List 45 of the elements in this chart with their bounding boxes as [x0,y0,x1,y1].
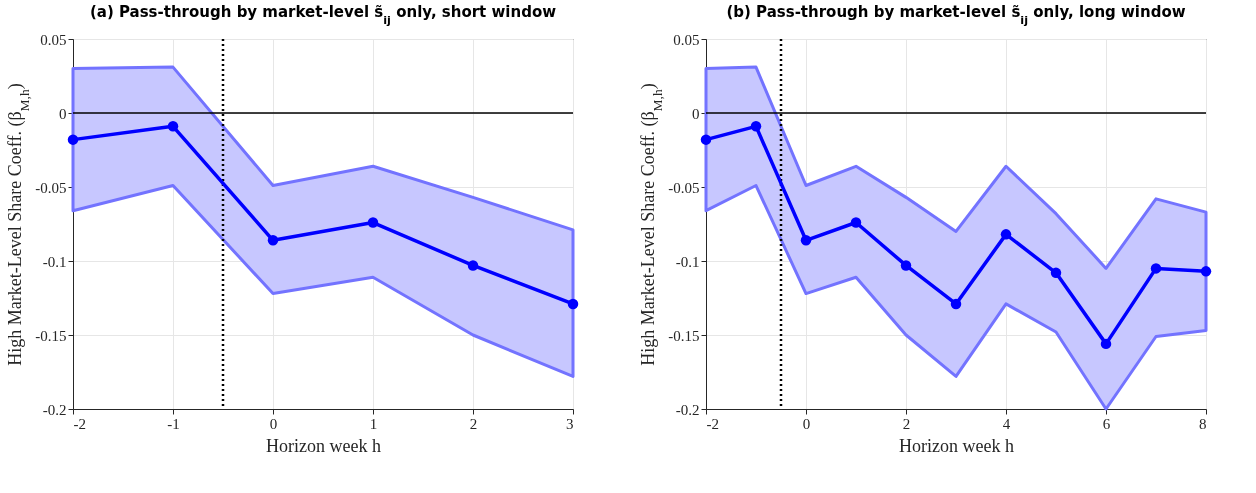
x-tick-label: 2 [469,415,478,432]
point [567,298,579,310]
y-tick-label: 0.05 [40,31,67,48]
point [467,260,479,271]
point [750,121,762,132]
point [1000,229,1012,240]
chart-title: (b) Pass-through by market-level s̃$_{ij}$ only, long window [726,3,1186,27]
point [950,298,962,310]
y-tick-label: -0.15 [35,327,67,344]
x-tick-label: 3 [566,415,574,432]
chart-title: (a) Pass-through by market-level s̃$_{ij}$ only, short window [89,3,557,27]
y-tick-label: 0.05 [673,31,700,48]
y-tick-label: 0 [59,105,67,122]
y-tick-label: -0.15 [668,327,700,344]
y-tick-label: -0.1 [42,253,67,270]
point [900,260,912,271]
point [1150,263,1162,274]
x-tick-label: 6 [1102,415,1111,432]
y-tick-label: -0.2 [675,401,700,418]
y-tick-label: -0.1 [675,253,700,270]
y-tick-label: 0 [692,105,700,122]
x-tick-label: 1 [369,415,378,432]
x-tick-label: 0 [802,415,811,432]
y-tick-label: -0.05 [35,179,67,196]
point [1050,267,1062,279]
point [1200,266,1212,277]
point [367,217,379,228]
point [167,121,179,132]
x-tick-label: 0 [269,415,278,432]
x-tick-label: 8 [1199,415,1207,432]
x-axis-title: Horizon week h [899,435,1014,456]
point [267,235,279,246]
point [700,134,712,145]
x-tick-label: 2 [902,415,911,432]
point [1100,338,1112,350]
point [800,235,812,246]
x-tick-label: -1 [167,415,180,432]
x-axis-title: Horizon week h [266,435,381,456]
point [850,217,862,228]
y-tick-label: -0.2 [42,401,67,418]
point [67,134,79,145]
x-tick-label: 4 [1002,415,1011,432]
x-tick-label: -2 [706,415,719,432]
y-tick-label: -0.05 [668,179,700,196]
x-tick-label: -2 [73,415,86,432]
